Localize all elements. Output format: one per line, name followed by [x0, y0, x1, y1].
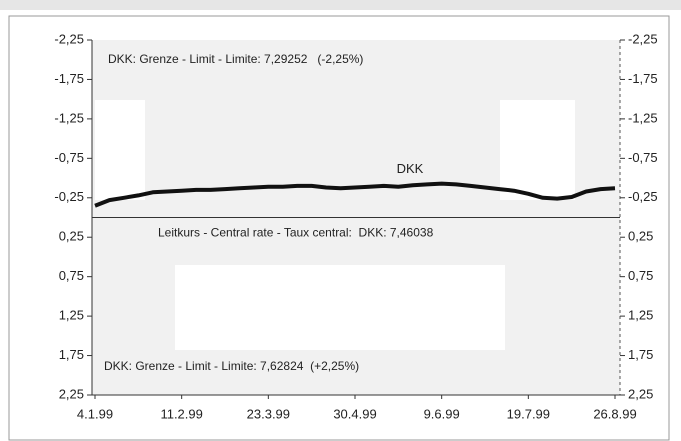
x-tick-label: 4.1.99 [77, 406, 113, 421]
band [95, 100, 145, 200]
y-tick-label: 2,25 [59, 386, 84, 401]
y2-tick-label: 0,75 [628, 268, 653, 283]
x-tick-label: 26.8.99 [593, 406, 636, 421]
y-tick-label: 1,75 [59, 347, 84, 362]
annotation: DKK: Grenze - Limit - Limite: 7,29252 (-… [108, 52, 363, 66]
y2-tick-label: 1,75 [628, 347, 653, 362]
x-tick-label: 9.6.99 [424, 406, 460, 421]
y2-tick-label: 0,25 [628, 229, 653, 244]
x-tick-label: 30.4.99 [333, 406, 376, 421]
band [175, 265, 505, 350]
x-tick-label: 19.7.99 [507, 406, 550, 421]
x-tick-label: 11.2.99 [160, 406, 202, 421]
y-tick-label: -2,25 [54, 31, 84, 46]
y2-tick-label: -0,25 [628, 189, 658, 204]
y-tick-label: -0,25 [54, 189, 84, 204]
y-tick-label: 0,75 [59, 268, 84, 283]
x-tick-label: 23.3.99 [247, 406, 290, 421]
y-tick-label: 0,25 [59, 229, 84, 244]
y2-tick-label: -0,75 [628, 150, 658, 165]
y2-tick-label: -1,75 [628, 71, 658, 86]
band [500, 100, 575, 200]
y2-tick-label: 2,25 [628, 386, 653, 401]
y2-tick-label: -1,25 [628, 110, 658, 125]
y2-tick-label: 1,25 [628, 308, 653, 323]
series-label: DKK [397, 161, 424, 176]
line-series [94, 181, 616, 208]
y-tick-label: 1,25 [59, 308, 84, 323]
y-tick-label: -1,25 [54, 110, 84, 125]
y2-tick-label: -2,25 [628, 31, 658, 46]
y-tick-label: -0,75 [54, 150, 84, 165]
top-strip [0, 0, 681, 10]
y-tick-label: -1,75 [54, 71, 84, 86]
annotation: Leitkurs - Central rate - Taux central: … [158, 226, 434, 240]
annotation: DKK: Grenze - Limit - Limite: 7,62824 (+… [104, 359, 359, 373]
